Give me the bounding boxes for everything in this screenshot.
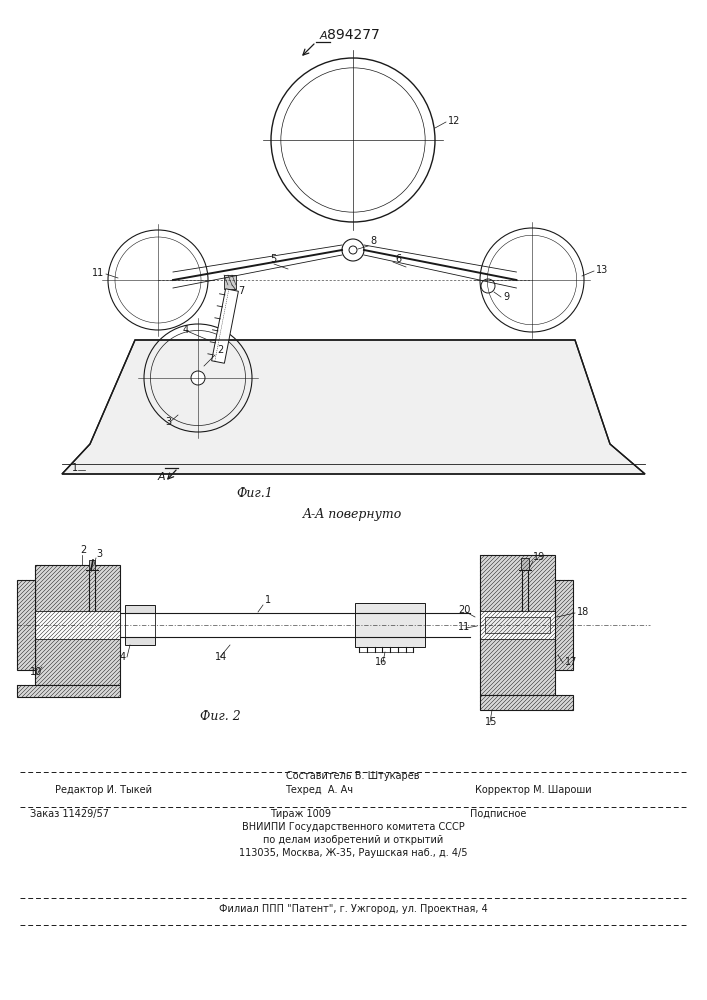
Text: A-A повернуто: A-A повернуто [303, 508, 402, 521]
Text: 2: 2 [80, 545, 86, 555]
Bar [125, 613, 155, 637]
Bar [224, 275, 236, 289]
Text: A: A [158, 472, 165, 482]
Text: 3: 3 [165, 417, 171, 427]
Text: 18: 18 [577, 607, 589, 617]
Text: 20: 20 [458, 605, 470, 615]
Text: Фиг. 2: Фиг. 2 [199, 710, 240, 723]
Text: Заказ 11429/57: Заказ 11429/57 [30, 809, 109, 819]
Text: 894277: 894277 [327, 28, 380, 42]
Text: по делам изобретений и открытий: по делам изобретений и открытий [263, 835, 443, 845]
Text: 4: 4 [183, 325, 189, 335]
Text: 19: 19 [533, 552, 545, 562]
Bar [35, 565, 120, 685]
Text: 113035, Москва, Ж-35, Раушская наб., д. 4/5: 113035, Москва, Ж-35, Раушская наб., д. … [239, 848, 467, 858]
Polygon shape [211, 289, 238, 363]
Text: Техред  А. Ач: Техред А. Ач [285, 785, 353, 795]
Bar [480, 695, 573, 710]
Text: 8: 8 [370, 236, 376, 246]
Text: 10: 10 [30, 667, 42, 677]
Text: 1: 1 [72, 463, 78, 473]
Bar [355, 603, 425, 647]
Text: 3: 3 [96, 549, 102, 559]
Circle shape [342, 239, 364, 261]
Text: 14: 14 [215, 652, 227, 662]
Text: Подписное: Подписное [470, 809, 527, 819]
Bar [35, 611, 120, 639]
Text: Филиал ППП "Патент", г. Ужгород, ул. Проектная, 4: Филиал ППП "Патент", г. Ужгород, ул. Про… [218, 904, 487, 914]
Text: 12: 12 [448, 116, 460, 126]
Bar [17, 580, 35, 670]
Text: A: A [320, 31, 327, 41]
Circle shape [349, 246, 357, 254]
Bar [125, 605, 155, 645]
Bar [521, 558, 529, 570]
Circle shape [191, 371, 205, 385]
Bar [480, 695, 573, 710]
Text: 5: 5 [270, 254, 276, 264]
Text: Фиг.1: Фиг.1 [237, 487, 274, 500]
Text: 9: 9 [503, 292, 509, 302]
Text: Составитель В. Штукарев: Составитель В. Штукарев [286, 771, 420, 781]
Text: 17: 17 [565, 657, 578, 667]
Bar [480, 611, 555, 639]
Text: 7: 7 [238, 286, 244, 296]
Bar [555, 580, 573, 670]
Bar [35, 565, 120, 685]
Text: 11: 11 [92, 268, 104, 278]
Bar [480, 555, 555, 695]
Text: 16: 16 [375, 657, 387, 667]
Text: 4: 4 [120, 652, 126, 662]
Bar [555, 580, 573, 670]
Text: ВНИИПИ Государственного комитета СССР: ВНИИПИ Государственного комитета СССР [242, 822, 464, 832]
Text: Тираж 1009: Тираж 1009 [270, 809, 331, 819]
Text: 1: 1 [265, 595, 271, 605]
Bar [17, 685, 120, 697]
Bar [17, 580, 35, 670]
Polygon shape [62, 340, 645, 474]
Text: Редактор И. Тыкей: Редактор И. Тыкей [55, 785, 152, 795]
Text: 11: 11 [458, 622, 470, 632]
Bar [17, 685, 120, 697]
Bar [485, 617, 550, 633]
Text: 2: 2 [217, 345, 223, 355]
Text: Корректор М. Шароши: Корректор М. Шароши [475, 785, 592, 795]
Text: 15: 15 [485, 717, 498, 727]
Bar [480, 555, 555, 695]
Bar [89, 560, 95, 570]
Text: 6: 6 [395, 254, 401, 264]
Text: 13: 13 [596, 265, 608, 275]
